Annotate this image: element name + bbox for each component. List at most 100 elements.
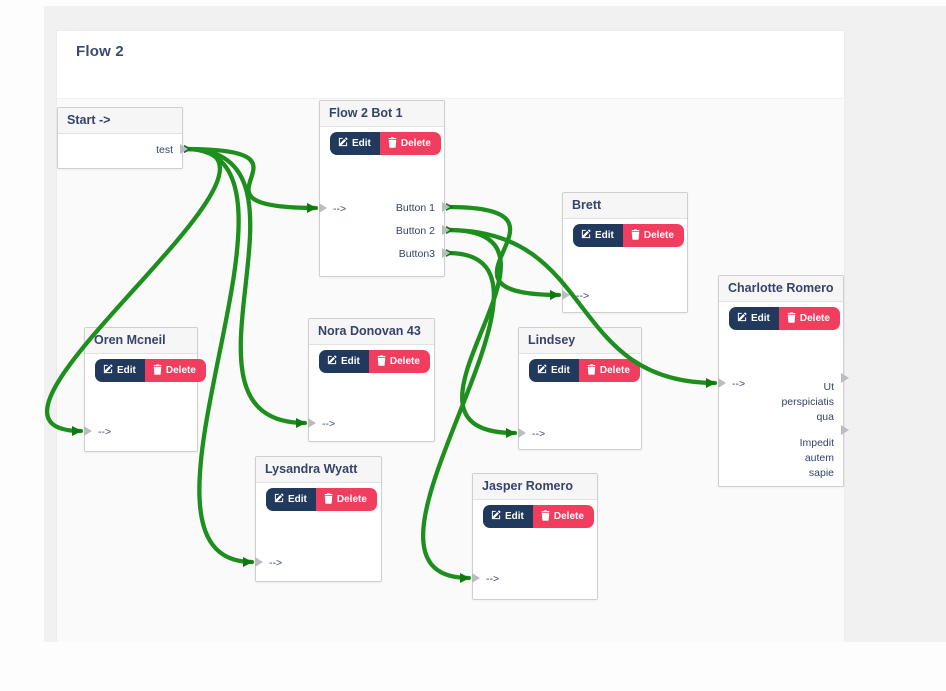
input-port-label: --> bbox=[532, 428, 546, 440]
edit-button[interactable]: Edit bbox=[529, 359, 579, 382]
node-title[interactable]: Charlotte Romero bbox=[719, 276, 843, 302]
node-title[interactable]: Lysandra Wyatt bbox=[256, 457, 381, 483]
delete-button-label: Delete bbox=[643, 230, 674, 241]
node-actions: Edit Delete bbox=[573, 224, 684, 247]
node-title[interactable]: Flow 2 Bot 1 bbox=[320, 101, 444, 127]
flow-node-start[interactable]: Start -> test bbox=[57, 107, 183, 169]
connection-path[interactable] bbox=[183, 146, 319, 211]
delete-button[interactable]: Delete bbox=[368, 350, 430, 373]
output-label-line: Ut bbox=[823, 381, 835, 393]
output-port-label: test bbox=[156, 143, 173, 157]
flow-node-flow2bot1[interactable]: Flow 2 Bot 1 Edit Delete --> Button 1 Button … bbox=[319, 100, 445, 277]
connection-arrow-icon bbox=[460, 573, 470, 583]
input-port-label: --> bbox=[486, 573, 500, 585]
edit-button[interactable]: Edit bbox=[319, 350, 369, 373]
node-title[interactable]: Brett bbox=[563, 193, 687, 219]
node-actions: Edit Delete bbox=[529, 359, 640, 382]
connection-arrow-icon bbox=[706, 378, 716, 388]
trash-icon bbox=[153, 363, 162, 378]
edit-button[interactable]: Edit bbox=[95, 359, 145, 382]
node-title[interactable]: Lindsey bbox=[519, 328, 641, 354]
connection-source-arrow-icon bbox=[184, 145, 192, 153]
flow-node-jasper[interactable]: Jasper Romero Edit Delete --> bbox=[472, 473, 598, 600]
flow-node-charlotte[interactable]: Charlotte Romero Edit Delete --> Ut perspicia… bbox=[718, 275, 844, 487]
input-port-label: --> bbox=[98, 426, 112, 438]
node-title[interactable]: Jasper Romero bbox=[473, 474, 597, 500]
output-port-label: Button 2 bbox=[396, 224, 435, 238]
connection-source-arrow-icon bbox=[446, 249, 454, 257]
delete-button[interactable]: Delete bbox=[379, 132, 441, 155]
connection-arrow-icon bbox=[550, 290, 560, 300]
output-label-line: Button3 bbox=[398, 248, 435, 260]
delete-button-label: Delete bbox=[799, 313, 830, 324]
connection-arrow-icon bbox=[506, 428, 516, 438]
edit-button-label: Edit bbox=[341, 356, 360, 367]
input-port-label: --> bbox=[322, 418, 336, 430]
pencil-square-icon bbox=[103, 364, 113, 377]
edit-button[interactable]: Edit bbox=[573, 224, 623, 247]
output-label-line: test bbox=[156, 144, 173, 156]
delete-button-label: Delete bbox=[336, 494, 367, 505]
edit-button[interactable]: Edit bbox=[266, 488, 316, 511]
node-title[interactable]: Oren Mcneil bbox=[85, 328, 197, 354]
output-port-label: Button 1 bbox=[396, 201, 435, 215]
delete-button-label: Delete bbox=[599, 365, 630, 376]
connection-path[interactable] bbox=[445, 227, 518, 436]
trash-icon bbox=[587, 363, 596, 378]
flow-node-oren[interactable]: Oren Mcneil Edit Delete --> bbox=[84, 327, 206, 452]
pencil-square-icon bbox=[338, 137, 348, 150]
delete-button-label: Delete bbox=[389, 356, 420, 367]
delete-button-label: Delete bbox=[553, 511, 584, 522]
edit-button[interactable]: Edit bbox=[330, 132, 380, 155]
edit-button-label: Edit bbox=[352, 138, 371, 149]
trash-icon bbox=[377, 354, 386, 369]
trash-icon bbox=[541, 509, 550, 524]
delete-button-label: Delete bbox=[400, 138, 431, 149]
node-title[interactable]: Start -> bbox=[58, 108, 182, 134]
edit-button-label: Edit bbox=[117, 365, 136, 376]
delete-button[interactable]: Delete bbox=[315, 488, 377, 511]
connection-arrow-icon bbox=[307, 203, 317, 213]
flow-node-brett[interactable]: Brett Edit Delete --> bbox=[562, 192, 688, 313]
trash-icon bbox=[787, 311, 796, 326]
pencil-square-icon bbox=[737, 312, 747, 325]
output-label-line: autem bbox=[804, 452, 834, 464]
connection-path[interactable] bbox=[445, 204, 562, 298]
output-label-line: Button 1 bbox=[395, 202, 435, 214]
delete-button[interactable]: Delete bbox=[778, 307, 840, 330]
pencil-square-icon bbox=[491, 510, 501, 523]
trash-icon bbox=[388, 136, 397, 151]
input-port-label: --> bbox=[333, 203, 347, 215]
edit-button[interactable]: Edit bbox=[729, 307, 779, 330]
connection-source-arrow-icon bbox=[184, 145, 192, 153]
pencil-square-icon bbox=[581, 229, 591, 242]
edit-button-label: Edit bbox=[751, 313, 770, 324]
connection-source-arrow-icon bbox=[446, 226, 454, 234]
delete-button[interactable]: Delete bbox=[622, 224, 684, 247]
delete-button[interactable]: Delete bbox=[578, 359, 640, 382]
flow-node-lysandra[interactable]: Lysandra Wyatt Edit Delete --> bbox=[255, 456, 382, 582]
edit-button-label: Edit bbox=[595, 230, 614, 241]
edit-button-label: Edit bbox=[288, 494, 307, 505]
connection-source-arrow-icon bbox=[184, 145, 192, 153]
flow-node-lindsey[interactable]: Lindsey Edit Delete --> bbox=[518, 327, 642, 450]
connection-arrow-icon bbox=[72, 426, 82, 436]
output-label-line: Impedit bbox=[799, 437, 834, 449]
trash-icon bbox=[324, 492, 333, 507]
output-port-label: Impedit autem sapie bbox=[754, 436, 834, 481]
node-actions: Edit Delete bbox=[319, 350, 430, 373]
output-label-line: sapie bbox=[808, 467, 834, 479]
pencil-square-icon bbox=[537, 364, 547, 377]
input-port-label: --> bbox=[269, 557, 283, 569]
flow-node-nora[interactable]: Nora Donovan 43 Edit Delete --> bbox=[308, 318, 435, 442]
edit-button[interactable]: Edit bbox=[483, 505, 533, 528]
delete-button[interactable]: Delete bbox=[532, 505, 594, 528]
connection-source-arrow-icon bbox=[446, 226, 454, 234]
connection-source-arrow-icon bbox=[184, 145, 192, 153]
node-actions: Edit Delete bbox=[95, 359, 206, 382]
delete-button[interactable]: Delete bbox=[144, 359, 206, 382]
node-title[interactable]: Nora Donovan 43 bbox=[309, 319, 434, 345]
node-actions: Edit Delete bbox=[483, 505, 594, 528]
pencil-square-icon bbox=[274, 493, 284, 506]
